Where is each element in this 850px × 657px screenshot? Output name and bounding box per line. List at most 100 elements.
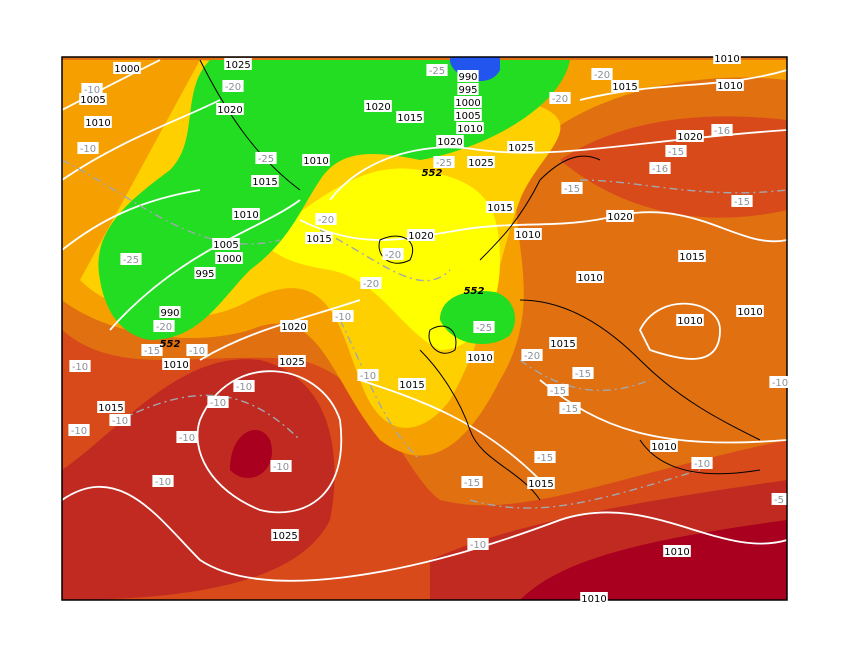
svg-text:1025: 1025 bbox=[508, 143, 533, 154]
isobar-label: 1010 bbox=[232, 208, 260, 221]
isobar-label: 1005 bbox=[454, 109, 482, 122]
svg-text:-10: -10 bbox=[72, 362, 88, 373]
isobar-label: 1010 bbox=[84, 116, 112, 129]
svg-text:1000: 1000 bbox=[114, 64, 139, 75]
svg-text:1020: 1020 bbox=[437, 137, 462, 148]
svg-text:-10: -10 bbox=[112, 416, 128, 427]
isotherm-label: -20 bbox=[591, 68, 613, 81]
svg-text:-10: -10 bbox=[236, 382, 252, 393]
isobar-label: 1000 bbox=[215, 252, 243, 265]
svg-text:-15: -15 bbox=[734, 197, 750, 208]
svg-text:1025: 1025 bbox=[225, 60, 250, 71]
svg-text:-25: -25 bbox=[476, 323, 492, 334]
isobar-label: 1010 bbox=[466, 351, 494, 364]
isotherm-label: -10 bbox=[207, 396, 229, 409]
geopotential-label: 552 bbox=[160, 339, 181, 350]
svg-text:-15: -15 bbox=[564, 184, 580, 195]
isotherm-label: -10 bbox=[77, 142, 99, 155]
field-red bbox=[62, 359, 787, 600]
isobar-label: 1015 bbox=[97, 401, 125, 414]
geopotential-label: 552 bbox=[464, 286, 485, 297]
svg-text:1025: 1025 bbox=[468, 158, 493, 169]
isotherm-label: -10 bbox=[467, 538, 489, 551]
isobar-label: 1020 bbox=[407, 229, 435, 242]
svg-text:1015: 1015 bbox=[528, 479, 553, 490]
isotherm-label: -15 bbox=[561, 182, 583, 195]
svg-text:1010: 1010 bbox=[85, 118, 110, 129]
svg-text:552: 552 bbox=[160, 339, 181, 350]
svg-text:1015: 1015 bbox=[399, 380, 424, 391]
svg-text:1005: 1005 bbox=[213, 240, 238, 251]
svg-text:-10: -10 bbox=[210, 398, 226, 409]
isotherm-label: -15 bbox=[559, 402, 581, 415]
svg-text:995: 995 bbox=[458, 85, 477, 96]
isobar-label: 1015 bbox=[251, 175, 279, 188]
isobar-label: 1010 bbox=[650, 440, 678, 453]
svg-text:1020: 1020 bbox=[217, 105, 242, 116]
isobar-label: 1020 bbox=[436, 135, 464, 148]
isobar-label: 1015 bbox=[527, 477, 555, 490]
svg-text:-10: -10 bbox=[772, 378, 788, 389]
isotherm-label: -15 bbox=[461, 476, 483, 489]
isobar-label: 1005 bbox=[79, 93, 107, 106]
svg-text:1010: 1010 bbox=[651, 442, 676, 453]
isobar-label: 1015 bbox=[305, 232, 333, 245]
svg-text:-15: -15 bbox=[550, 386, 566, 397]
isotherm-label: -25 bbox=[426, 64, 448, 77]
geopotential-label: 552 bbox=[422, 168, 443, 179]
svg-text:1015: 1015 bbox=[612, 82, 637, 93]
isobar-label: 1015 bbox=[396, 111, 424, 124]
isotherm-label: -10 bbox=[81, 83, 103, 96]
isobar-label: 1000 bbox=[113, 62, 141, 75]
svg-text:-10: -10 bbox=[335, 312, 351, 323]
isotherm-label: -10 bbox=[332, 310, 354, 323]
isobar-label: 1025 bbox=[224, 58, 252, 71]
isobar-label: 995 bbox=[457, 83, 479, 96]
svg-text:-10: -10 bbox=[470, 540, 486, 551]
svg-text:1015: 1015 bbox=[550, 339, 575, 350]
svg-text:1010: 1010 bbox=[714, 54, 739, 65]
svg-text:1015: 1015 bbox=[98, 403, 123, 414]
svg-text:990: 990 bbox=[160, 308, 179, 319]
svg-text:-10: -10 bbox=[179, 433, 195, 444]
svg-text:1010: 1010 bbox=[515, 230, 540, 241]
svg-text:552: 552 bbox=[464, 286, 485, 297]
svg-text:1010: 1010 bbox=[233, 210, 258, 221]
svg-text:1010: 1010 bbox=[163, 360, 188, 371]
isobar-label: 1010 bbox=[456, 122, 484, 135]
isobar-label: 990 bbox=[159, 306, 181, 319]
isobar-label: 1010 bbox=[736, 305, 764, 318]
isobar-label: 1020 bbox=[280, 320, 308, 333]
isotherm-label: -15 bbox=[141, 344, 163, 357]
svg-text:-10: -10 bbox=[84, 85, 100, 96]
svg-text:1020: 1020 bbox=[281, 322, 306, 333]
isotherm-label: -10 bbox=[769, 376, 791, 389]
svg-text:1015: 1015 bbox=[487, 203, 512, 214]
isotherm-label: -10 bbox=[109, 414, 131, 427]
isobar-label: 1015 bbox=[549, 337, 577, 350]
isobar-label: 1015 bbox=[486, 201, 514, 214]
isotherm-label: -25 bbox=[120, 253, 142, 266]
svg-text:1015: 1015 bbox=[397, 113, 422, 124]
svg-text:1015: 1015 bbox=[252, 177, 277, 188]
svg-text:1020: 1020 bbox=[365, 102, 390, 113]
isotherm-label: -10 bbox=[270, 460, 292, 473]
isobar-label: 1025 bbox=[467, 156, 495, 169]
svg-text:-20: -20 bbox=[318, 215, 334, 226]
svg-text:1020: 1020 bbox=[607, 212, 632, 223]
isobar-label: 1010 bbox=[676, 314, 704, 327]
isobar-label: 1020 bbox=[364, 100, 392, 113]
svg-text:1010: 1010 bbox=[581, 594, 606, 605]
isotherm-label: -20 bbox=[360, 277, 382, 290]
isobar-label: 1010 bbox=[663, 545, 691, 558]
isobar-label: 1010 bbox=[716, 79, 744, 92]
svg-text:-16: -16 bbox=[652, 164, 668, 175]
isotherm-label: -25 bbox=[433, 156, 455, 169]
svg-text:-20: -20 bbox=[524, 351, 540, 362]
svg-text:1010: 1010 bbox=[467, 353, 492, 364]
isobar-label: 1000 bbox=[454, 96, 482, 109]
svg-text:552: 552 bbox=[422, 168, 443, 179]
isotherm-label: -10 bbox=[691, 457, 713, 470]
svg-text:1025: 1025 bbox=[272, 531, 297, 542]
svg-text:1010: 1010 bbox=[303, 156, 328, 167]
